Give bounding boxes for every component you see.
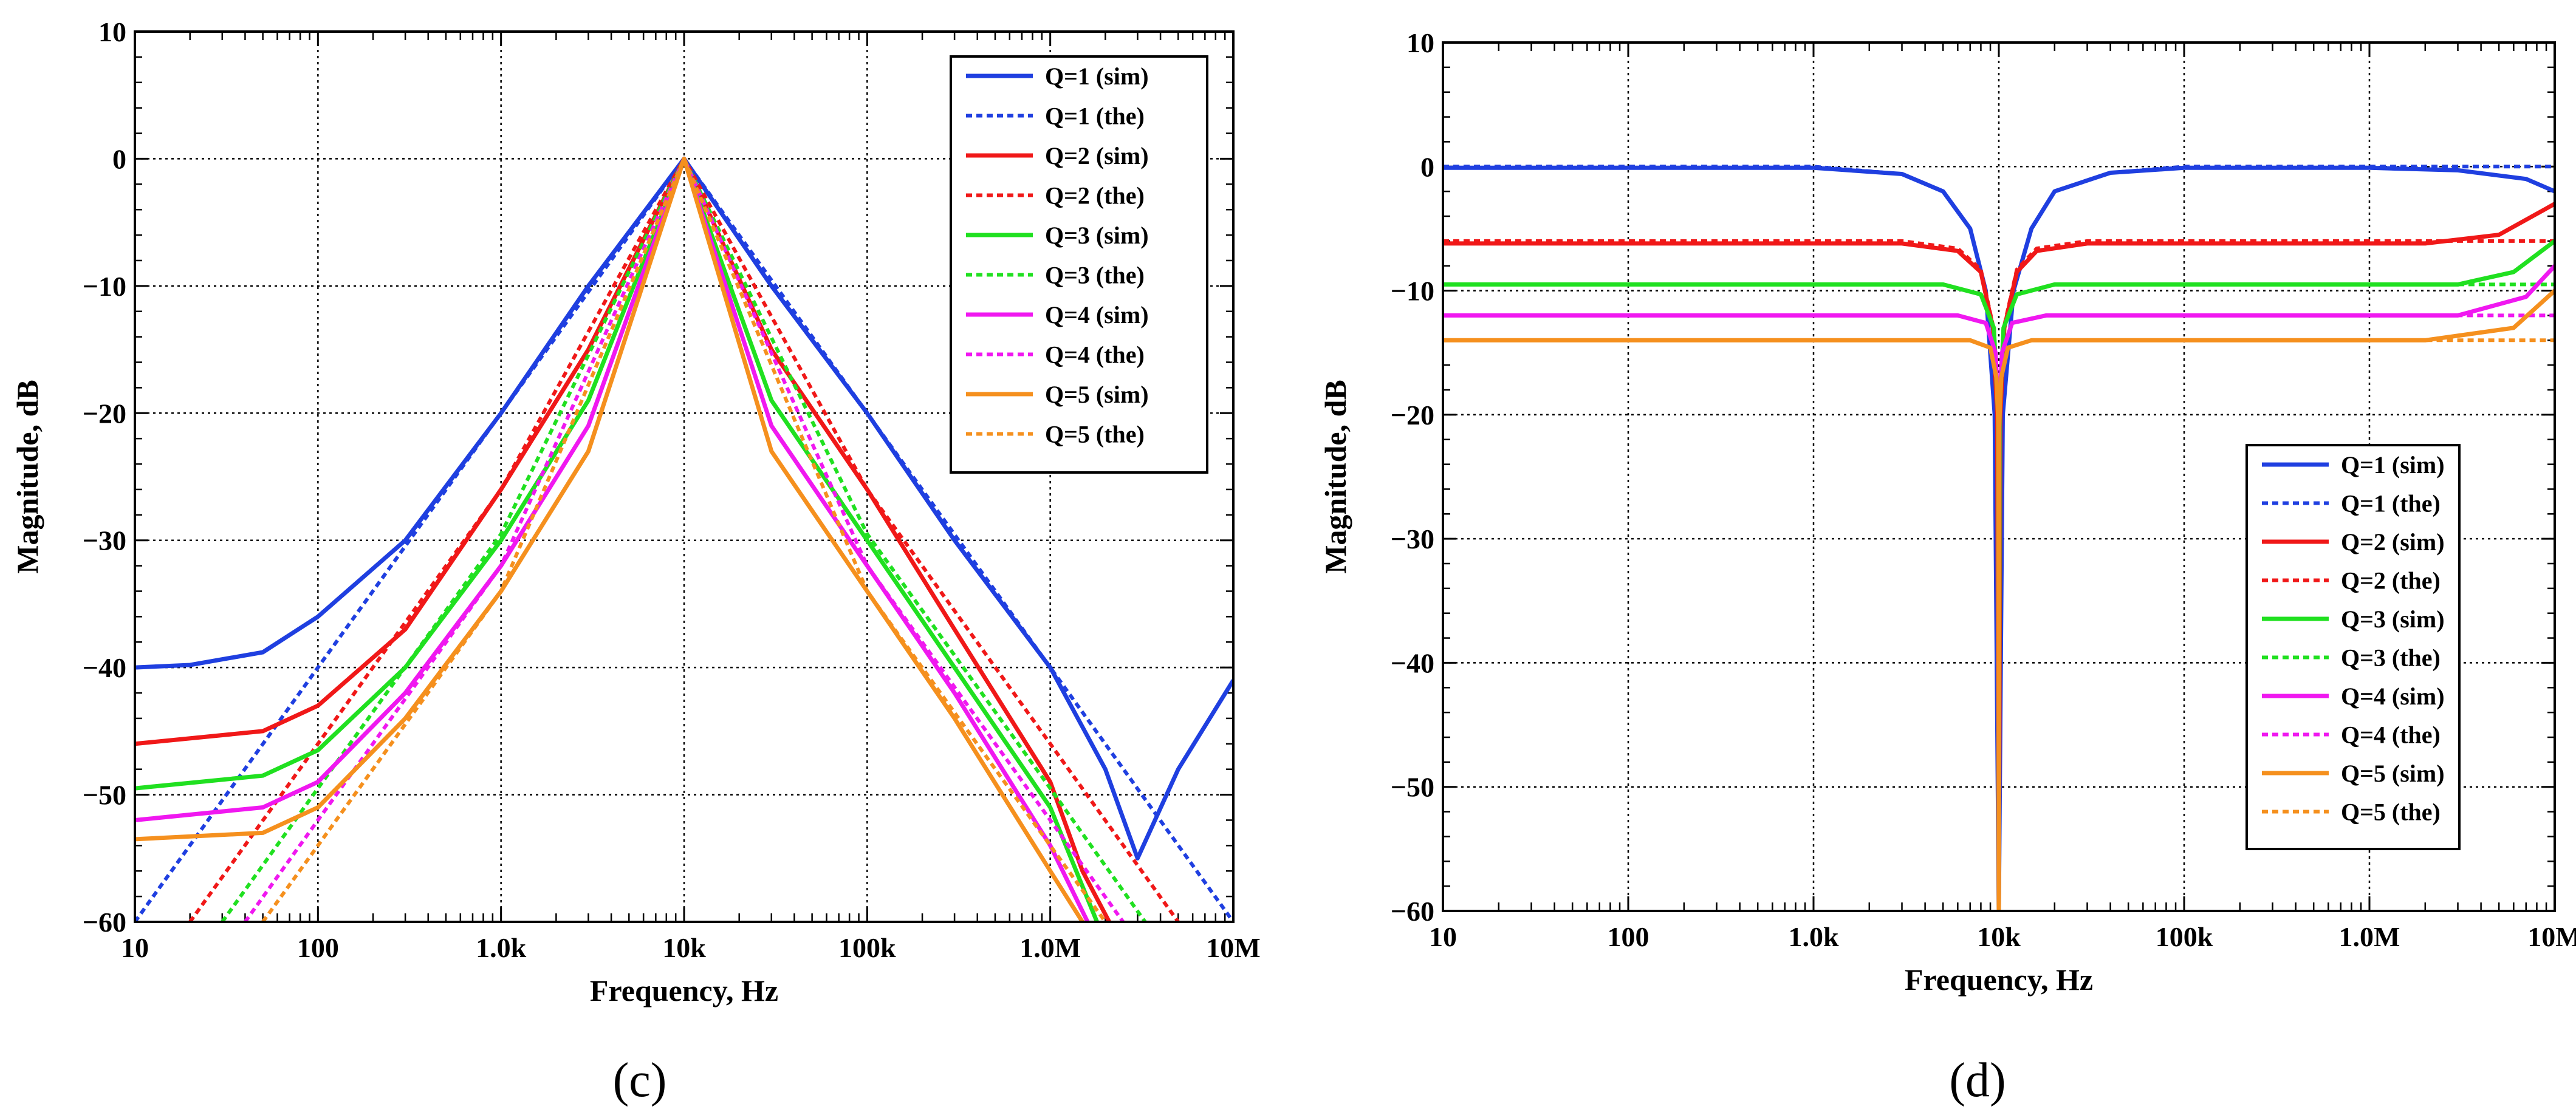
- legend-box: [950, 55, 1208, 474]
- x-tick-label: 10: [1429, 921, 1457, 952]
- y-tick-label: −60: [1391, 896, 1434, 927]
- y-tick-label: −50: [83, 780, 126, 811]
- series-line-q-3-sim: [135, 156, 1099, 922]
- x-tick-label: 1.0M: [1019, 932, 1081, 963]
- legend-label: Q=5 (sim): [2341, 760, 2445, 787]
- series-line-q-3-the: [221, 157, 1147, 922]
- x-tick-label: 100: [1608, 921, 1649, 952]
- series-line-q-5-the: [261, 157, 1107, 922]
- y-tick-label: 0: [112, 143, 126, 174]
- x-tick-label: 10: [121, 932, 149, 963]
- series-line-q-5-sim: [135, 156, 1084, 922]
- y-tick-label: 0: [1420, 151, 1434, 182]
- legend-label: Q=1 (the): [2341, 490, 2441, 517]
- x-tick-label: 10M: [1206, 932, 1260, 963]
- x-tick-label: 10M: [2527, 921, 2576, 952]
- x-tick-label: 1.0k: [476, 932, 527, 963]
- y-tick-label: −40: [83, 652, 126, 683]
- x-tick-label: 100: [297, 932, 339, 963]
- legend-label: Q=1 (sim): [1045, 63, 1149, 90]
- legend-box: [2245, 444, 2461, 850]
- series-line-q-3-the: [1443, 282, 2555, 911]
- x-tick-label: 1.0M: [2339, 921, 2400, 952]
- legend-label: Q=5 (the): [1045, 421, 1145, 448]
- legend-label: Q=5 (sim): [1045, 381, 1149, 408]
- series-line-q-2-the: [1443, 239, 2555, 911]
- panel-label: (d): [1949, 1054, 2006, 1107]
- legend-label: Q=3 (the): [2341, 644, 2441, 672]
- series-line-q-5-the: [1443, 338, 2555, 911]
- y-tick-label: −10: [83, 271, 126, 302]
- legend-label: Q=3 (the): [1045, 262, 1145, 289]
- y-tick-label: −20: [1391, 400, 1434, 431]
- x-axis-label: Frequency, Hz: [1905, 963, 2093, 997]
- legend-label: Q=4 (sim): [2341, 683, 2445, 710]
- chart-panel-c: 10 100 1.0k 10k 100k 1.0M 10M100−10−20−30−40−5…: [10, 16, 1261, 1107]
- series-group: [135, 156, 1233, 922]
- y-tick-label: −30: [83, 525, 126, 556]
- legend-label: Q=3 (sim): [1045, 222, 1149, 249]
- legend-label: Q=4 (the): [2341, 721, 2441, 749]
- legend-label: Q=4 (the): [1045, 341, 1145, 369]
- y-tick-label: −10: [1391, 276, 1434, 307]
- legend: Q=1 (sim) Q=1 (the) Q=2 (sim) Q=2 (the) Q=3 …: [950, 55, 1208, 474]
- x-tick-label: 100k: [838, 932, 896, 963]
- legend-label: Q=2 (sim): [2341, 528, 2445, 556]
- x-tick-label: 100k: [2156, 921, 2213, 952]
- legend-label: Q=3 (sim): [2341, 605, 2445, 633]
- chart-panel-d: 10 100 1.0k 10k 100k 1.0M 10M100−10−20−30−40−5…: [1318, 27, 2576, 1107]
- series-line-q-4-the: [243, 157, 1125, 922]
- series-line-q-4-the: [1443, 313, 2555, 911]
- legend-label: Q=1 (sim): [2341, 451, 2445, 479]
- y-tick-label: −30: [1391, 523, 1434, 554]
- y-tick-label: 10: [98, 16, 126, 47]
- y-axis-label: Magnitude, dB: [1318, 380, 1352, 574]
- y-tick-label: −60: [83, 907, 126, 938]
- legend-label: Q=2 (the): [2341, 567, 2441, 595]
- y-axis-label: Magnitude, dB: [10, 380, 44, 574]
- x-axis-label: Frequency, Hz: [590, 973, 778, 1008]
- x-tick-label: 1.0k: [1788, 921, 1839, 952]
- legend-label: Q=1 (the): [1045, 103, 1145, 130]
- series-line-q-4-sim: [135, 156, 1090, 922]
- legend: Q=1 (sim) Q=1 (the) Q=2 (sim) Q=2 (the) Q=3 …: [2245, 444, 2461, 850]
- y-tick-label: 10: [1406, 27, 1434, 58]
- legend-label: Q=4 (sim): [1045, 301, 1149, 329]
- grid: [135, 32, 1233, 922]
- y-tick-label: −50: [1391, 772, 1434, 803]
- plot-frame: [134, 30, 1235, 923]
- legend-label: Q=5 (the): [2341, 799, 2441, 826]
- y-tick-label: −20: [83, 398, 126, 429]
- y-tick-label: −40: [1391, 647, 1434, 678]
- plot-frame: [1442, 41, 2556, 912]
- panel-label: (c): [613, 1054, 667, 1107]
- series-group: [1443, 165, 2555, 911]
- legend-label: Q=2 (the): [1045, 182, 1145, 210]
- x-tick-label: 10k: [1977, 921, 2021, 952]
- x-tick-label: 10k: [662, 932, 706, 963]
- legend-label: Q=2 (sim): [1045, 142, 1149, 169]
